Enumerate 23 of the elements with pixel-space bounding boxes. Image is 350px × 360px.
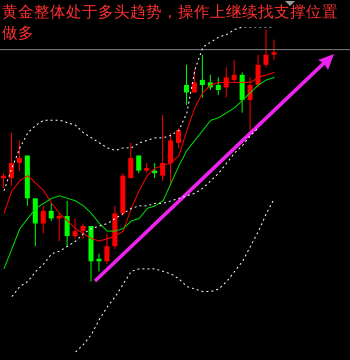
chart-title: 黄金整体处于多头趋势，操作上继续找支撑位置做多: [2, 2, 339, 44]
candlestick: [136, 154, 142, 174]
candlestick: [1, 172, 6, 189]
candlestick: [80, 223, 86, 240]
candlestick: [160, 114, 166, 182]
candlestick: [152, 162, 158, 179]
candlestick: [216, 76, 221, 96]
candlestick: [64, 200, 70, 247]
candlestick: [72, 218, 78, 240]
candlestick: [264, 29, 268, 68]
candlestick: [168, 132, 174, 186]
candlestick: [271, 39, 276, 60]
candlestick: [176, 127, 181, 148]
candlestick: [200, 54, 205, 98]
candlestick: [96, 253, 102, 272]
candlestick: [184, 64, 189, 106]
candlestick: [48, 202, 54, 222]
candlestick: [144, 162, 150, 174]
candlestick: [8, 132, 14, 186]
candlestick: [16, 140, 22, 172]
candlestick: [40, 205, 46, 234]
candlestick: [128, 142, 134, 179]
candlestick: [192, 69, 197, 94]
